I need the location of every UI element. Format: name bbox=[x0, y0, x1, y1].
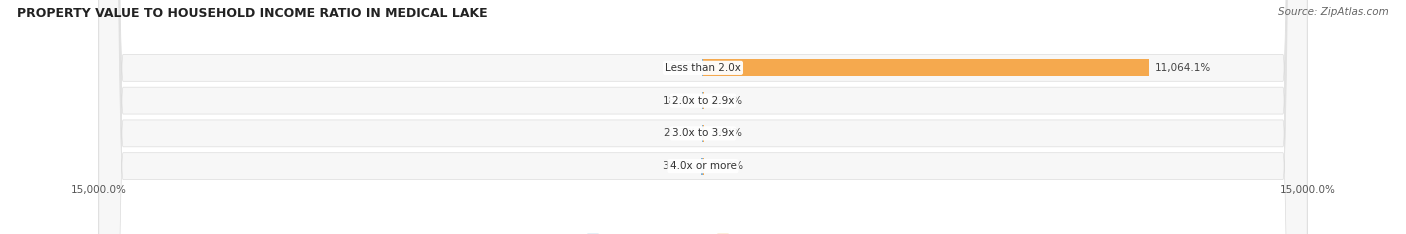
Text: Less than 2.0x: Less than 2.0x bbox=[665, 63, 741, 73]
Text: 3.0x to 3.9x: 3.0x to 3.9x bbox=[672, 128, 734, 138]
Text: 2.0x to 2.9x: 2.0x to 2.9x bbox=[672, 96, 734, 106]
Text: 20.2%: 20.2% bbox=[664, 128, 696, 138]
Text: 22.9%: 22.9% bbox=[662, 63, 696, 73]
Text: 35.7%: 35.7% bbox=[710, 161, 744, 171]
Text: Source: ZipAtlas.com: Source: ZipAtlas.com bbox=[1278, 7, 1389, 17]
FancyBboxPatch shape bbox=[98, 0, 1308, 234]
Bar bbox=[703, 59, 1149, 76]
Text: PROPERTY VALUE TO HOUSEHOLD INCOME RATIO IN MEDICAL LAKE: PROPERTY VALUE TO HOUSEHOLD INCOME RATIO… bbox=[17, 7, 488, 20]
Text: 18.9%: 18.9% bbox=[664, 96, 696, 106]
FancyBboxPatch shape bbox=[98, 0, 1308, 234]
FancyBboxPatch shape bbox=[98, 0, 1308, 234]
Bar bbox=[703, 158, 704, 175]
Text: 11,064.1%: 11,064.1% bbox=[1154, 63, 1211, 73]
Bar bbox=[702, 158, 703, 175]
FancyBboxPatch shape bbox=[98, 0, 1308, 234]
Legend: Without Mortgage, With Mortgage: Without Mortgage, With Mortgage bbox=[582, 230, 824, 234]
Text: 38.1%: 38.1% bbox=[662, 161, 696, 171]
Text: 4.0x or more: 4.0x or more bbox=[669, 161, 737, 171]
Text: 16.3%: 16.3% bbox=[710, 96, 742, 106]
Text: 19.0%: 19.0% bbox=[710, 128, 742, 138]
